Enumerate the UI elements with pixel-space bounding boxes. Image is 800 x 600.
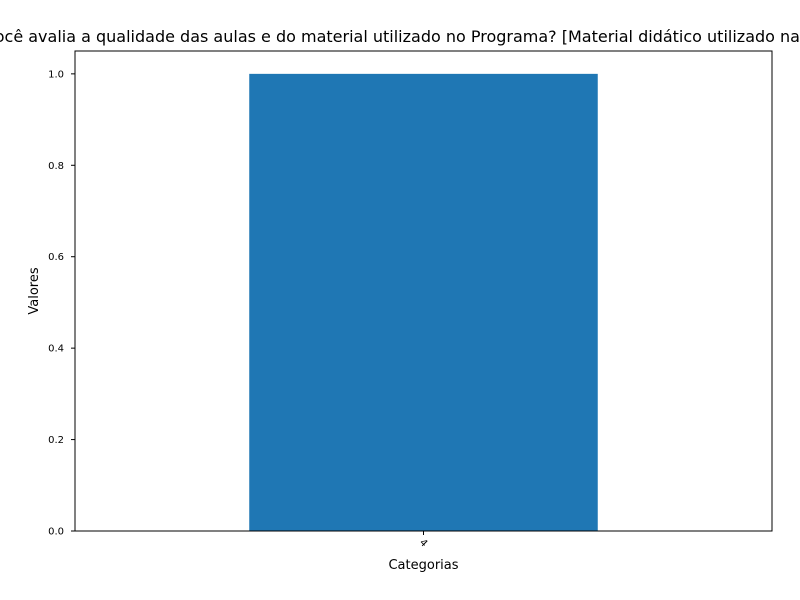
y-axis-ticks: 0.0 0.2 0.4 0.6 0.8 1.0 [48, 69, 75, 538]
x-tick-label: 4 [417, 537, 429, 549]
y-tick-label: 0.8 [48, 161, 64, 172]
y-tick-label: 1.0 [48, 69, 64, 80]
y-tick-label: 0.6 [48, 252, 64, 263]
x-axis-ticks: 4 [417, 531, 429, 549]
y-tick-label: 0.4 [48, 344, 64, 355]
y-axis-label: Valores [27, 267, 42, 314]
bar-4 [249, 73, 598, 531]
y-tick-label: 0.2 [48, 435, 64, 446]
plot-area [249, 73, 598, 531]
chart-title: Como você avalia a qualidade das aulas e… [0, 27, 800, 46]
x-axis-label: Categorias [388, 558, 458, 573]
y-tick-label: 0.0 [48, 527, 64, 538]
